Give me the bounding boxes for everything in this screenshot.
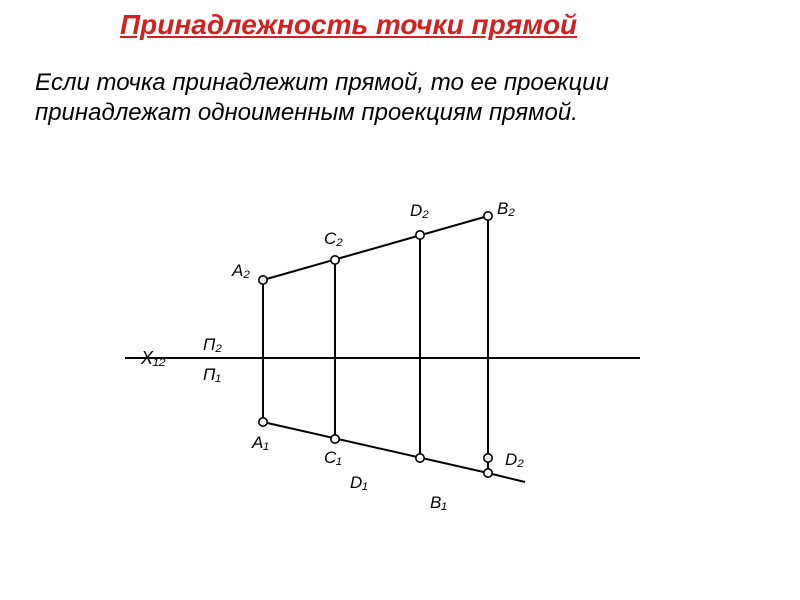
plane-label-bottom: П₁ <box>203 365 221 384</box>
projection-line-ext <box>488 473 525 482</box>
point-label-C2: C₂ <box>324 229 343 248</box>
point-DX <box>484 454 492 462</box>
point-B1 <box>484 469 492 477</box>
point-label-B1: B₁ <box>430 493 447 512</box>
projection-diagram: X₁₂ П₂ П₁ A₂ C₂ D₂ B₂ A₁ C₁ D₁ B₁ D₂ <box>0 0 800 600</box>
point-A2 <box>259 276 267 284</box>
point-label-B2: B₂ <box>497 199 515 218</box>
point-D2 <box>416 231 424 239</box>
plane-label-top: П₂ <box>203 335 222 354</box>
point-A1 <box>259 418 267 426</box>
point-label-DX: D₂ <box>505 450 524 469</box>
point-label-D1: D₁ <box>350 473 368 492</box>
projection-line <box>263 216 488 280</box>
point-label-C1: C₁ <box>324 448 342 467</box>
point-D1 <box>416 454 424 462</box>
projection-line <box>263 422 488 473</box>
point-label-D2: D₂ <box>410 201 429 220</box>
point-label-A1: A₁ <box>251 433 269 452</box>
point-C2 <box>331 256 339 264</box>
point-C1 <box>331 435 339 443</box>
point-label-A2: A₂ <box>231 261 250 280</box>
point-B2 <box>484 212 492 220</box>
axis-label: X₁₂ <box>140 348 166 368</box>
